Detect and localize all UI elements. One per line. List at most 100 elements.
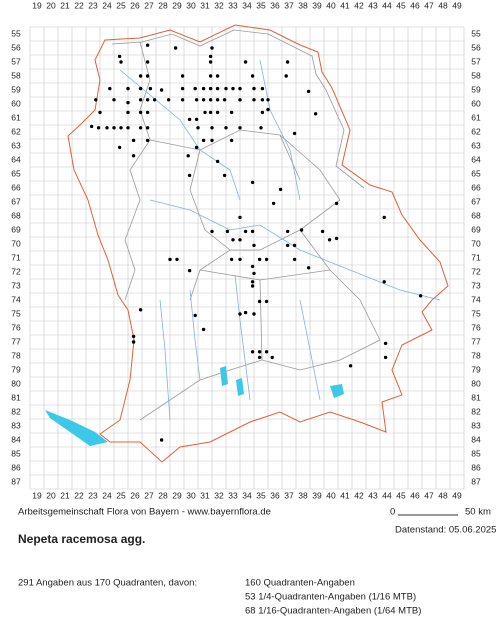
column-label: 26: [130, 0, 140, 10]
column-label: 33: [228, 490, 238, 500]
occurrence-dot: [292, 257, 297, 262]
occurrence-dot: [238, 86, 242, 91]
row-label: 81: [471, 392, 481, 402]
occurrence-dot: [270, 355, 274, 360]
row-label: 82: [471, 406, 481, 416]
occurrence-dot: [257, 299, 262, 304]
occurrence-dot: [292, 131, 297, 136]
occurrence-dot: [193, 313, 197, 318]
occurrence-dot: [250, 350, 255, 354]
occurrence-dot: [215, 159, 220, 164]
column-label: 38: [298, 0, 308, 10]
occurrence-dot: [231, 86, 235, 91]
row-label: 71: [471, 252, 481, 262]
row-label: 87: [11, 476, 21, 486]
detail-line: 53 1/4-Quadranten-Angaben (1/16 MTB): [245, 592, 416, 603]
row-label: 78: [11, 350, 21, 360]
column-label: 23: [88, 0, 98, 10]
row-label: 76: [471, 322, 481, 332]
column-label: 22: [74, 490, 84, 500]
occurrence-dot: [126, 86, 130, 91]
occurrence-dot: [257, 355, 262, 360]
occurrence-dot: [126, 100, 130, 105]
column-label: 27: [144, 490, 154, 500]
column-label: 49: [452, 0, 462, 10]
lake: [330, 384, 344, 398]
occurrence-dot: [145, 98, 150, 102]
occurrence-dot: [208, 74, 213, 78]
occurrence-dot: [229, 257, 234, 262]
row-label: 86: [471, 462, 481, 472]
column-label: 37: [284, 490, 294, 500]
column-label: 20: [46, 0, 56, 10]
row-label: 55: [11, 28, 21, 38]
species-title: Nepeta racemosa agg.: [18, 532, 145, 546]
column-label: 47: [424, 0, 434, 10]
occurrence-dot: [180, 98, 185, 102]
row-label: 69: [471, 224, 481, 234]
occurrence-dot: [117, 145, 122, 150]
occurrence-dot: [285, 229, 290, 234]
row-label: 85: [471, 448, 481, 458]
occurrence-dot: [250, 229, 255, 234]
occurrence-dot: [159, 88, 164, 92]
column-label: 45: [396, 0, 406, 10]
occurrence-dot: [243, 229, 248, 234]
row-label: 57: [11, 56, 21, 66]
occurrence-dot: [278, 187, 283, 192]
occurrence-dot: [243, 60, 248, 64]
occurrence-dot: [187, 117, 192, 122]
occurrence-dot: [285, 60, 290, 64]
occurrence-dot: [138, 308, 143, 312]
occurrence-dot: [131, 138, 136, 143]
row-label: 63: [471, 140, 481, 150]
occurrence-dot: [284, 74, 288, 78]
occurrence-dot: [145, 60, 150, 64]
detail-line: 68 1/16-Quadranten-Angaben (1/64 MTB): [245, 606, 421, 617]
row-label: 56: [11, 42, 21, 52]
row-label: 82: [11, 406, 21, 416]
column-label: 36: [270, 0, 280, 10]
occurrence-dot: [159, 438, 164, 442]
occurrence-dot: [292, 243, 297, 248]
occurrence-dot: [229, 110, 234, 115]
occurrence-dot: [145, 138, 150, 143]
occurrence-dot: [257, 350, 262, 354]
occurrence-dot: [238, 312, 242, 316]
row-label: 61: [471, 112, 481, 122]
occurrence-dot: [264, 299, 269, 304]
row-label: 62: [11, 126, 21, 136]
occurrence-dot: [224, 126, 228, 130]
row-label: 65: [11, 168, 21, 178]
column-label: 20: [46, 490, 56, 500]
column-label: 19: [32, 0, 42, 10]
occurrence-dot: [238, 126, 242, 130]
occurrence-dot: [203, 110, 207, 115]
occurrence-dot: [271, 201, 276, 206]
column-label: 30: [186, 490, 196, 500]
occurrence-dot: [105, 126, 109, 130]
occurrence-dot: [168, 257, 172, 262]
column-label: 35: [256, 0, 266, 10]
column-label: 36: [270, 490, 280, 500]
date: Datenstand: 05.06.2025: [395, 525, 496, 536]
scale-end: 50 km: [465, 507, 491, 518]
occurrence-dot: [382, 215, 386, 220]
row-label: 69: [11, 224, 21, 234]
row-label: 79: [471, 364, 481, 374]
occurrence-dot: [299, 228, 304, 232]
occurrence-dot: [266, 98, 270, 102]
occurrence-dot: [250, 180, 255, 185]
row-label: 74: [471, 294, 481, 304]
occurrence-dot: [145, 43, 150, 47]
column-label: 38: [298, 490, 308, 500]
row-label: 80: [471, 378, 481, 388]
occurrence-dot: [89, 124, 94, 129]
row-label: 72: [471, 266, 481, 276]
column-label: 25: [116, 0, 126, 10]
occurrence-dot: [222, 98, 227, 102]
row-label: 70: [471, 238, 481, 248]
occurrence-dot: [131, 340, 136, 344]
occurrence-dot: [210, 229, 214, 234]
state-border-outer: [67, 24, 449, 463]
